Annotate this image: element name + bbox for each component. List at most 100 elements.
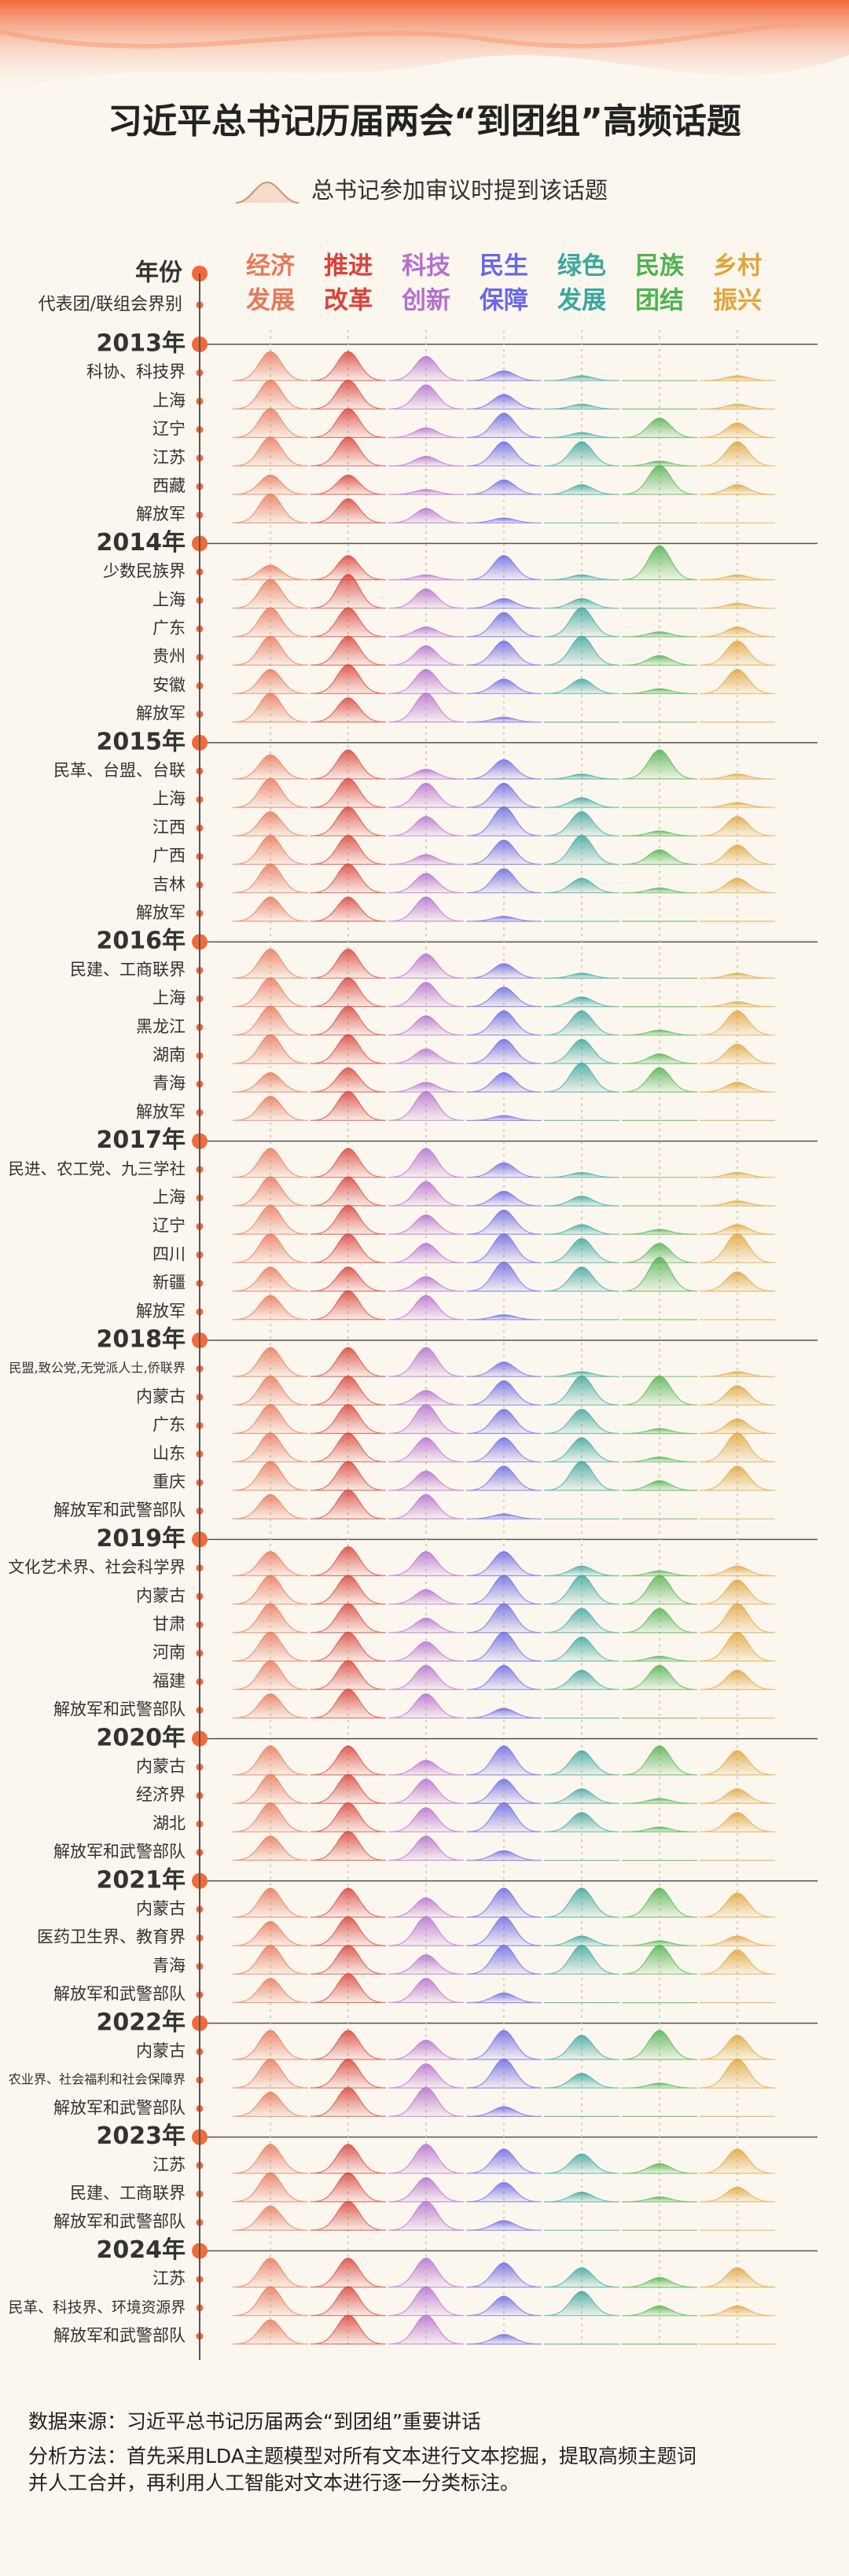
ridge [465, 2181, 542, 2203]
ridge [310, 1147, 387, 1178]
timeline [192, 266, 208, 2360]
ridge [699, 2058, 776, 2089]
ridge [465, 597, 542, 609]
group-label: 解放军和武警部队 [53, 1501, 186, 1520]
ridge [232, 2172, 309, 2203]
ridge [621, 1745, 698, 1776]
ridge [622, 1428, 697, 1435]
ridge [465, 1465, 542, 1491]
ridge [544, 403, 619, 410]
ridge [310, 1005, 387, 1036]
ridge [699, 1579, 776, 1605]
ridge [543, 1224, 620, 1235]
ridge [622, 887, 697, 894]
group-label: 民建、工商联界 [70, 2184, 186, 2203]
ridge [388, 1090, 465, 1121]
ridge [622, 830, 697, 836]
ridge [621, 417, 698, 439]
ridge [621, 2163, 698, 2174]
group-label: 江西 [153, 818, 186, 836]
ridge [388, 1835, 465, 1861]
ridge [621, 1242, 698, 1263]
ridge [543, 1887, 620, 1918]
group-label: 安徽 [153, 675, 186, 694]
ridge [465, 2295, 542, 2317]
ridge [232, 1034, 309, 1064]
ridge [465, 806, 542, 836]
ridge [466, 394, 542, 410]
ridge [699, 483, 776, 495]
ridge [310, 351, 387, 381]
topic-label: 民生 [480, 252, 528, 281]
year-label: 2013年 [97, 330, 186, 358]
ridge [388, 768, 465, 780]
ridge [699, 1892, 776, 1918]
ridge [232, 493, 309, 524]
topic-label: 创新 [401, 287, 450, 315]
ridge [544, 432, 619, 439]
ridge [310, 1972, 387, 2004]
ridge [465, 2106, 542, 2117]
ridge [388, 2143, 465, 2174]
grid [200, 330, 818, 2347]
ridge [232, 1944, 309, 1975]
ridge [388, 2200, 465, 2231]
ridge [622, 849, 697, 865]
topic-label: 民族 [635, 252, 684, 281]
ridge [699, 1935, 776, 1946]
ridge [388, 1147, 465, 1178]
ridge [700, 1001, 775, 1008]
ridge [465, 1802, 542, 1832]
footer-source: 数据来源：习近平总书记历届两会“到团组”重要讲话 [28, 2410, 481, 2433]
ridge [232, 435, 309, 467]
group-label: 四川 [153, 1244, 186, 1263]
ridge [388, 1916, 465, 1946]
ridge [388, 588, 465, 609]
top-wave [0, 20, 849, 49]
ridge [465, 1209, 542, 1235]
ridge [310, 1403, 387, 1435]
ridge [466, 1314, 542, 1321]
ridge [699, 1669, 776, 1690]
year-label: 2023年 [97, 2122, 186, 2150]
ridge [466, 963, 542, 979]
ridge [700, 403, 775, 410]
ridge [232, 1233, 309, 1263]
ridge [232, 1005, 309, 1036]
ridge [310, 1461, 387, 1491]
ridge [310, 1830, 387, 1861]
topic-label: 绿色 [557, 252, 606, 281]
group-label: 解放军和武警部队 [53, 1985, 186, 2004]
ridge [466, 1513, 542, 1520]
group-label: 内蒙古 [136, 1586, 186, 1605]
ridge [465, 554, 542, 581]
ridge [310, 1204, 387, 1235]
ridge [700, 422, 775, 439]
ridge [699, 1043, 776, 1064]
group-label: 湖南 [153, 1045, 186, 1064]
ridge [232, 578, 309, 609]
ridge [465, 412, 542, 439]
ridge [466, 479, 542, 495]
topic-label: 改革 [324, 287, 373, 315]
ridge [388, 692, 465, 723]
ridge [700, 1171, 775, 1178]
ridge [388, 489, 464, 495]
group-label: 上海 [153, 789, 186, 808]
ridge [543, 441, 620, 467]
ridge [543, 1038, 620, 1064]
ridge [699, 1224, 776, 1235]
ridge [699, 1271, 776, 1292]
group-label: 辽宁 [153, 1216, 186, 1235]
ridge [543, 2267, 620, 2288]
ridge [232, 2205, 309, 2231]
ridge [621, 1067, 698, 1093]
ridge [543, 2191, 620, 2203]
ridge [699, 1565, 776, 1577]
ridge [700, 1371, 775, 1377]
ridge [465, 2262, 542, 2288]
group-label: 江苏 [153, 448, 186, 467]
ridge [465, 839, 542, 865]
ridge [232, 1773, 309, 1804]
ridge [388, 782, 465, 808]
